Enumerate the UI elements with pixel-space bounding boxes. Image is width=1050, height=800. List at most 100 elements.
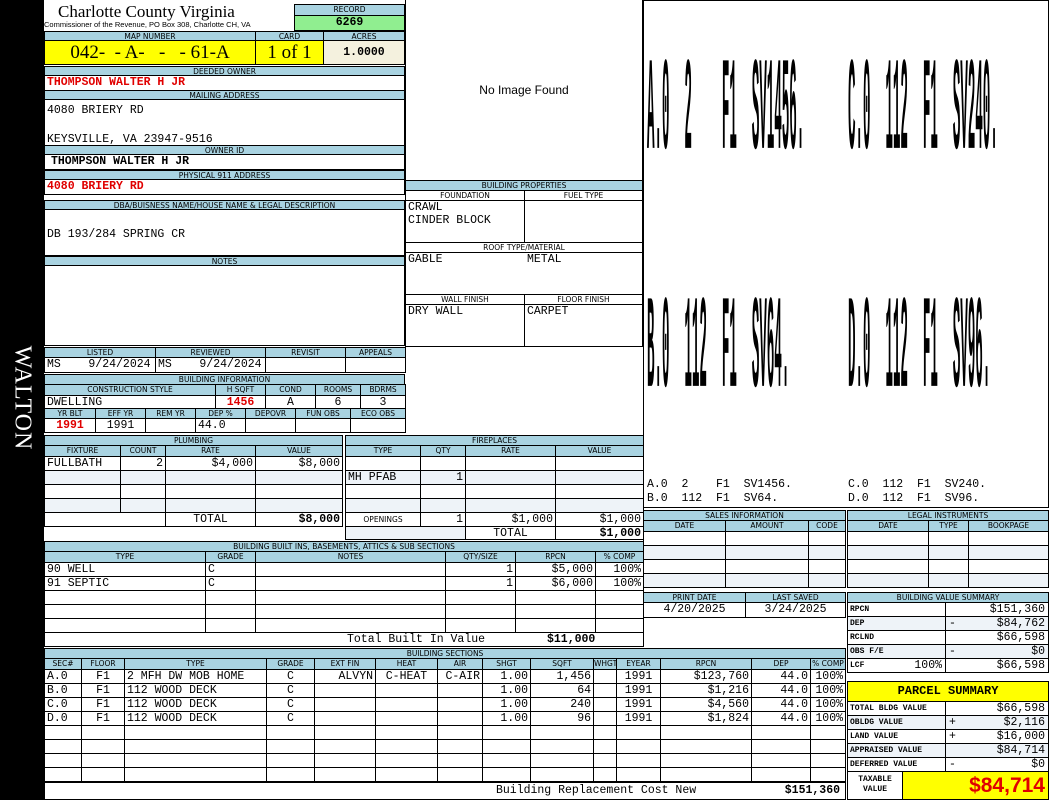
summary-sign: [947, 659, 967, 672]
table-cell: [810, 725, 846, 740]
table-cell: [375, 711, 438, 726]
table-cell: [120, 498, 166, 513]
table-cell: 100%: [810, 697, 846, 712]
table-cell: 1,456: [530, 669, 594, 684]
table-cell: [660, 753, 752, 768]
table-cell: 100%: [810, 711, 846, 726]
mailing-line-1: 4080 BRIERY RD: [47, 104, 144, 117]
table-cell: F1: [81, 711, 125, 726]
table-cell: [44, 498, 121, 513]
table-cell: [205, 604, 256, 619]
table-cell: [808, 531, 846, 546]
table-cell: 1991: [616, 697, 661, 712]
sketch-label-stretched: A.0 2 F1 SV1456.: [647, 40, 805, 190]
table-cell: 2: [120, 456, 166, 471]
fuel-type-value: [524, 200, 643, 243]
table-cell: $6,000: [515, 576, 596, 591]
table-cell: [445, 590, 516, 605]
info-value: 6: [315, 395, 361, 409]
table-cell: 91 SEPTIC: [44, 576, 206, 591]
table-cell: [643, 573, 726, 588]
table-cell: [445, 604, 516, 619]
table-cell: [593, 739, 617, 754]
sketch-legend: D.0 112 F1 SV96.: [848, 492, 980, 505]
office-subtitle: Commissioner of the Revenue, PO Box 308,…: [44, 20, 251, 29]
table-cell: [266, 739, 315, 754]
table-cell: C.0: [44, 697, 82, 712]
record-number: 6269: [294, 15, 405, 31]
table-cell: C: [205, 576, 256, 591]
summary-value-cell: [945, 658, 1049, 673]
summary-value: $0: [1031, 645, 1045, 658]
parcel-sign: +: [949, 716, 956, 729]
parcel-value: $16,000: [996, 730, 1045, 743]
table-cell: 1: [445, 562, 516, 577]
table-cell: [81, 753, 125, 768]
info-value: 1991: [95, 418, 146, 433]
table-cell: 44.0: [751, 697, 811, 712]
table-cell: [375, 697, 438, 712]
table-cell: 100%: [595, 576, 644, 591]
openings-rate: $1,000: [465, 512, 556, 527]
table-cell: 96: [530, 711, 594, 726]
table-cell: 112 WOOD DECK: [124, 683, 267, 698]
table-cell: [725, 545, 809, 560]
sketch-label-stretched: B.0 112 F1 SV64.: [647, 278, 790, 428]
table-cell: 1.00: [482, 697, 531, 712]
table-cell: [482, 725, 531, 740]
table-cell: [593, 669, 617, 684]
table-cell: 1991: [616, 683, 661, 698]
table-cell: [314, 753, 376, 768]
table-cell: A.0: [44, 669, 82, 684]
table-cell: [660, 725, 752, 740]
info-value: A: [265, 395, 316, 409]
table-cell: [120, 470, 166, 485]
table-cell: [725, 531, 809, 546]
parcel-value: $0: [1031, 758, 1045, 771]
table-cell: F1: [81, 683, 125, 698]
table-cell: C-AIR: [437, 669, 483, 684]
table-cell: [847, 545, 929, 560]
table-cell: 1.00: [482, 683, 531, 698]
table-cell: [255, 590, 446, 605]
table-cell: [255, 470, 343, 485]
table-cell: 44.0: [751, 669, 811, 684]
table-cell: [810, 739, 846, 754]
table-cell: [124, 767, 267, 782]
mailing-line-2: KEYSVILLE, VA 23947-9516: [47, 133, 213, 146]
table-cell: [314, 739, 376, 754]
table-cell: MH PFAB: [345, 470, 421, 485]
table-cell: [437, 697, 483, 712]
table-cell: [255, 618, 446, 633]
info-value: 3: [360, 395, 406, 409]
roof-type: GABLE: [408, 253, 443, 266]
table-cell: [44, 725, 82, 740]
property-image-placeholder: No Image Found: [405, 0, 643, 180]
table-cell: 1: [420, 470, 466, 485]
table-cell: [593, 683, 617, 698]
table-cell: [725, 573, 809, 588]
table-cell: [345, 498, 421, 513]
notes-field[interactable]: [44, 265, 405, 346]
table-cell: D.0: [44, 711, 82, 726]
table-cell: 1991: [616, 711, 661, 726]
sketch-label-stretched: D.0 112 F1 SV96.: [848, 278, 991, 428]
table-cell: [555, 470, 644, 485]
table-cell: [314, 683, 376, 698]
table-cell: [555, 456, 644, 471]
table-cell: [44, 470, 121, 485]
table-cell: [165, 498, 256, 513]
table-cell: 112 WOOD DECK: [124, 711, 267, 726]
plumbing-total-spacer: [44, 512, 166, 527]
table-cell: [437, 711, 483, 726]
table-cell: C-HEAT: [375, 669, 438, 684]
parcel-value: $66,598: [996, 702, 1045, 715]
table-cell: [725, 559, 809, 574]
summary-sign: [947, 603, 967, 616]
table-cell: [266, 767, 315, 782]
table-cell: [124, 725, 267, 740]
table-cell: [445, 618, 516, 633]
no-image-text: No Image Found: [479, 83, 569, 97]
table-cell: [751, 767, 811, 782]
